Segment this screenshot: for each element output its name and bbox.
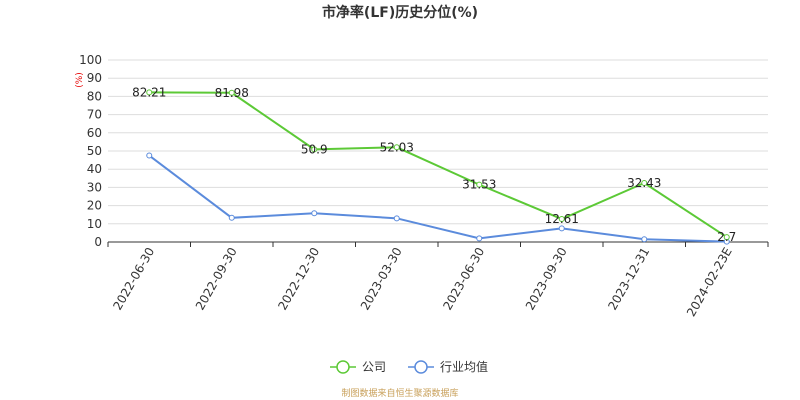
legend-marker[interactable] xyxy=(336,360,350,374)
legend[interactable]: 公司 行业均值 xyxy=(330,359,488,374)
data-point[interactable] xyxy=(146,89,153,96)
series-line-0 xyxy=(149,91,728,238)
x-tick-label: 2023-09-30 xyxy=(523,245,570,312)
data-point[interactable] xyxy=(393,215,400,222)
legend-label[interactable]: 公司 xyxy=(362,360,386,374)
x-tick-label: 2023-03-30 xyxy=(358,245,405,312)
data-point[interactable] xyxy=(476,181,483,188)
x-tick-label: 2023-12-31 xyxy=(605,245,652,312)
legend-label[interactable]: 行业均值 xyxy=(440,359,488,374)
x-tick-label: 2022-06-30 xyxy=(110,245,157,312)
y-tick-label: 100 xyxy=(79,53,102,67)
data-label: 2.7 xyxy=(717,230,736,244)
y-tick-label: 60 xyxy=(87,126,102,140)
data-point[interactable] xyxy=(228,89,235,96)
data-label: 31.53 xyxy=(462,178,496,192)
y-tick-label: 40 xyxy=(87,162,102,176)
y-tick-label: 10 xyxy=(87,217,102,231)
data-point[interactable] xyxy=(558,216,565,223)
data-label: 12.61 xyxy=(545,212,579,226)
series-line-1 xyxy=(148,154,727,243)
series-layer xyxy=(146,89,730,245)
data-point[interactable] xyxy=(641,236,648,243)
y-tick-label: 50 xyxy=(87,144,102,158)
y-tick-label: 70 xyxy=(87,108,102,122)
x-axis: 2022-06-30 2022-09-30 2022-12-30 2023-03-30… xyxy=(107,241,769,319)
data-point[interactable] xyxy=(641,179,648,186)
x-tick-label: 2022-12-30 xyxy=(275,245,322,312)
data-point[interactable] xyxy=(146,152,153,159)
y-tick-label: 30 xyxy=(87,180,102,194)
y-axis-unit: (%) xyxy=(75,72,85,88)
data-point[interactable] xyxy=(558,225,565,232)
data-point[interactable] xyxy=(311,210,318,217)
y-tick-label: 0 xyxy=(94,235,102,249)
data-point[interactable] xyxy=(476,235,483,242)
y-tick-label: 80 xyxy=(87,89,102,103)
data-point[interactable] xyxy=(311,146,318,153)
data-point[interactable] xyxy=(393,144,400,151)
source-note: 制图数据来自恒生聚源数据库 xyxy=(341,387,458,399)
data-label: 50.9 xyxy=(301,142,328,156)
data-label: 82.21 xyxy=(132,85,166,99)
legend-marker[interactable] xyxy=(414,360,428,374)
x-tick-label: 2022-09-30 xyxy=(193,245,240,312)
y-tick-label: 90 xyxy=(87,71,102,85)
data-labels: 82.21 81.98 50.9 52.03 31.53 12.61 32.43 2.7 xyxy=(132,85,736,244)
y-tick-label: 20 xyxy=(87,199,102,213)
chart-title: 市净率(LF)历史分位(%) xyxy=(322,4,478,21)
data-label: 32.43 xyxy=(627,176,661,190)
data-point[interactable] xyxy=(228,214,235,221)
data-label: 81.98 xyxy=(215,86,249,100)
x-tick-label: 2024-02-23E xyxy=(684,245,735,319)
data-point[interactable] xyxy=(723,234,730,241)
data-label: 52.03 xyxy=(380,140,414,154)
x-tick-label: 2023-06-30 xyxy=(440,245,487,312)
gridlines xyxy=(108,59,768,225)
y-axis-ticks: 0 10 20 30 40 50 60 70 80 90 100 xyxy=(79,53,102,249)
